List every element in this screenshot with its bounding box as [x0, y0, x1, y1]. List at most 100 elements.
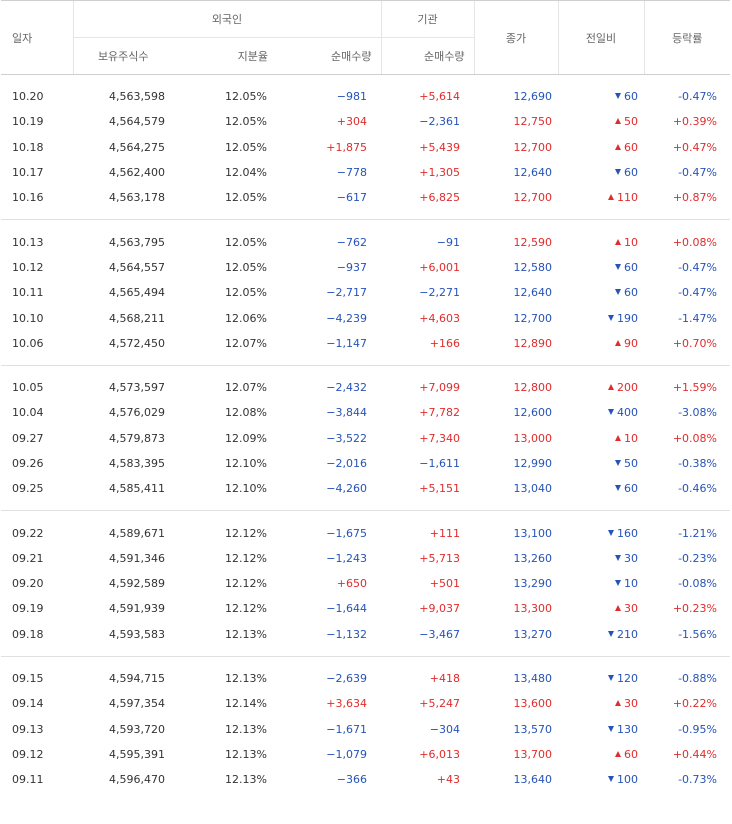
cell-change: 50 [558, 109, 644, 134]
cell-change: 60 [558, 742, 644, 767]
cell-holding-ratio-value: 12.10% [225, 482, 267, 496]
table-row: 10.11 4,565,494 12.05% −2,717 −2,271 12,640 60… [1, 280, 730, 305]
table-row: 10.06 4,572,450 12.07% −1,147 +166 12,890 90 +0… [1, 331, 730, 356]
cell-date-value: 09.25 [12, 482, 44, 496]
cell-close-value: 12,750 [513, 115, 553, 129]
cell-change: 120 [558, 666, 644, 691]
cell-inst-net-value: +6,013 [419, 747, 460, 761]
cell-inst-net-value: +418 [429, 672, 460, 686]
cell-foreign-net-value: −3,844 [326, 406, 367, 420]
cell-holding-shares: 4,564,275 [73, 135, 173, 160]
cell-change: 210 [558, 622, 644, 647]
cell-rate-value: -0.95% [678, 722, 717, 736]
cell-foreign-net: −937 [277, 255, 381, 280]
cell-holding-shares-value: 4,591,346 [109, 551, 165, 565]
cell-foreign-net: −2,717 [277, 280, 381, 305]
cell-change-value: 60 [624, 747, 638, 761]
cell-holding-shares: 4,594,715 [73, 666, 173, 691]
cell-change-value: 130 [617, 722, 638, 736]
cell-foreign-net: +304 [277, 109, 381, 134]
cell-inst-net: +5,247 [381, 691, 474, 716]
table-body: 10.20 4,563,598 12.05% −981 +5,614 12,690 60 -0… [1, 75, 730, 802]
cell-holding-shares: 4,597,354 [73, 691, 173, 716]
cell-rate: +0.87% [644, 185, 730, 210]
cell-inst-net: +4,603 [381, 305, 474, 330]
cell-inst-net: +6,013 [381, 742, 474, 767]
cell-date: 10.20 [1, 84, 73, 109]
table-row: 09.12 4,595,391 12.13% −1,079 +6,013 13,700 60… [1, 742, 730, 767]
cell-foreign-net: −1,147 [277, 331, 381, 356]
cell-change-value: 30 [624, 602, 638, 616]
triangle-down-icon [608, 409, 614, 416]
cell-close-value: 13,480 [513, 672, 553, 686]
triangle-down-icon [608, 314, 614, 321]
cell-date-value: 10.06 [12, 336, 44, 350]
cell-foreign-net: −1,079 [277, 742, 381, 767]
table-row: 09.18 4,593,583 12.13% −1,132 −3,467 13,270 21… [1, 622, 730, 647]
triangle-down-icon [615, 93, 621, 100]
cell-rate-value: +0.22% [672, 697, 717, 711]
group-padding [1, 792, 730, 801]
cell-holding-ratio-value: 12.04% [225, 166, 267, 180]
cell-foreign-net-value: −762 [336, 235, 367, 249]
cell-foreign-net: −762 [277, 229, 381, 254]
cell-foreign-net-value: +3,634 [326, 697, 367, 711]
cell-foreign-net-value: −937 [336, 260, 367, 274]
cell-close: 13,000 [474, 426, 558, 451]
cell-change: 10 [558, 426, 644, 451]
cell-rate: -1.47% [644, 305, 730, 330]
cell-holding-shares-value: 4,597,354 [109, 697, 165, 711]
cell-inst-net-value: +501 [429, 577, 460, 591]
cell-change-value: 60 [624, 286, 638, 300]
cell-foreign-net: −3,844 [277, 400, 381, 425]
cell-close: 12,640 [474, 160, 558, 185]
cell-holding-shares: 4,565,494 [73, 280, 173, 305]
cell-date: 09.27 [1, 426, 73, 451]
header-rate: 등락률 [643, 0, 730, 75]
cell-holding-ratio-value: 12.07% [225, 381, 267, 395]
header-foreign: 외국인 [72, 0, 381, 38]
cell-holding-ratio: 12.12% [173, 596, 277, 621]
table-row: 09.19 4,591,939 12.12% −1,644 +9,037 13,300 30… [1, 596, 730, 621]
cell-date: 10.12 [1, 255, 73, 280]
header-holding-shares: 보유주식수 [72, 37, 173, 75]
cell-rate: -0.95% [644, 717, 730, 742]
cell-foreign-net: −981 [277, 84, 381, 109]
cell-holding-ratio-value: 12.08% [225, 406, 267, 420]
cell-inst-net: −2,271 [381, 280, 474, 305]
cell-holding-ratio-value: 12.12% [225, 551, 267, 565]
table-row: 09.13 4,593,720 12.13% −1,671 −304 13,570 130 -… [1, 717, 730, 742]
cell-change: 60 [558, 280, 644, 305]
table-row: 10.12 4,564,557 12.05% −937 +6,001 12,580 60 -0… [1, 255, 730, 280]
cell-inst-net-value: +5,151 [419, 482, 460, 496]
cell-foreign-net-value: −366 [336, 773, 367, 787]
cell-close: 13,300 [474, 596, 558, 621]
table-row: 10.16 4,563,178 12.05% −617 +6,825 12,700 110 +… [1, 185, 730, 210]
cell-close: 13,570 [474, 717, 558, 742]
cell-close: 12,700 [474, 135, 558, 160]
cell-rate: +0.39% [644, 109, 730, 134]
cell-inst-net-value: +111 [429, 526, 460, 540]
table-row: 10.04 4,576,029 12.08% −3,844 +7,782 12,600 40… [1, 400, 730, 425]
cell-foreign-net-value: −3,522 [326, 431, 367, 445]
header-change: 전일비 [557, 0, 644, 75]
cell-date-value: 10.04 [12, 406, 44, 420]
cell-close-value: 12,580 [513, 260, 553, 274]
cell-holding-shares-value: 4,572,450 [109, 336, 165, 350]
cell-holding-shares: 4,576,029 [73, 400, 173, 425]
header-close: 종가 [473, 0, 558, 75]
cell-date-value: 09.21 [12, 551, 44, 565]
cell-holding-ratio-value: 12.05% [225, 140, 267, 154]
cell-change-value: 100 [617, 773, 638, 787]
cell-close-value: 12,800 [513, 381, 553, 395]
table-row: 10.20 4,563,598 12.05% −981 +5,614 12,690 60 -0… [1, 84, 730, 109]
cell-change-value: 30 [624, 551, 638, 565]
cell-inst-net: −1,611 [381, 451, 474, 476]
cell-holding-shares-value: 4,563,795 [109, 235, 165, 249]
investor-trend-table: 일자 외국인 기관 종가 전일비 등락률 보유주식수 지분율 순매수량 순매수량… [1, 0, 730, 801]
cell-rate-value: +0.70% [672, 336, 717, 350]
cell-holding-ratio-value: 12.05% [225, 90, 267, 104]
cell-date: 09.11 [1, 767, 73, 792]
triangle-down-icon [615, 580, 621, 587]
table-row: 10.05 4,573,597 12.07% −2,432 +7,099 12,800 20… [1, 375, 730, 400]
